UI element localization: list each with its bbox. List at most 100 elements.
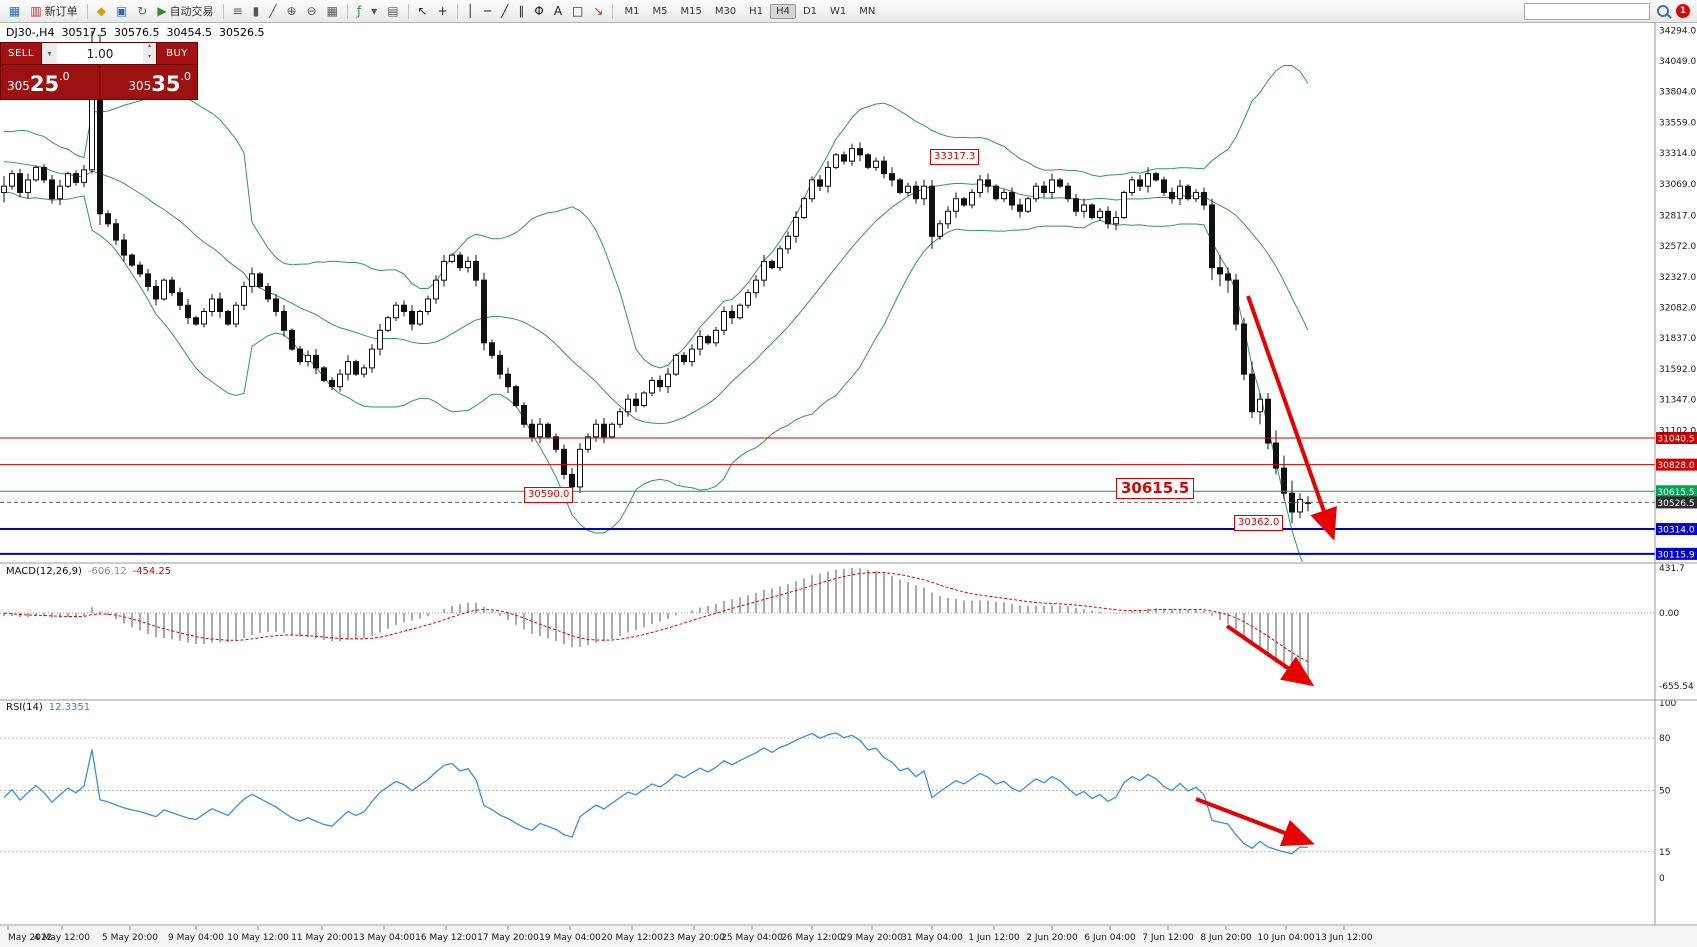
svg-text:32817.0: 32817.0	[1659, 211, 1696, 221]
toolbar-separator	[456, 3, 458, 19]
svg-text:-655.54: -655.54	[1659, 682, 1694, 692]
buy-button[interactable]: BUY	[157, 43, 197, 64]
bollinger-bands	[3, 64, 1309, 562]
price-callout-30362.0[interactable]: 30362.0	[1234, 515, 1284, 531]
horizontal-line-tool-icon: ─	[483, 4, 492, 18]
macd-signal-line	[3, 571, 1309, 663]
cursor-button[interactable]: ↖	[414, 4, 432, 18]
timeframe-m5[interactable]: M5	[652, 5, 668, 17]
timeframe-h4[interactable]: H4	[770, 3, 796, 19]
crosshair-button[interactable]: +	[434, 4, 452, 18]
timeframe-m15[interactable]: M15	[680, 5, 702, 17]
bar-open: 30517.5	[61, 26, 107, 39]
text-tool-button[interactable]: A	[550, 4, 566, 18]
timeframe-d1[interactable]: D1	[802, 5, 818, 17]
trend-arrow[interactable]	[1246, 295, 1337, 541]
svg-text:31040.5: 31040.5	[1657, 435, 1694, 445]
notification-badge[interactable]: 1	[1676, 4, 1690, 18]
buy-price[interactable]: 305 35.0	[98, 65, 197, 99]
trend-arrow[interactable]	[1195, 797, 1315, 847]
trend-arrow[interactable]	[1225, 624, 1315, 687]
fibonacci-tool-button[interactable]: Φ	[530, 4, 547, 18]
vertical-line-tool-button[interactable]: │	[463, 4, 478, 18]
svg-text:31347.0: 31347.0	[1659, 396, 1696, 406]
svg-text:20 May 12:00: 20 May 12:00	[601, 933, 663, 943]
svg-text:34294.0: 34294.0	[1659, 26, 1696, 36]
price-tag-30115.9	[1656, 547, 1697, 560]
svg-text:32572.0: 32572.0	[1659, 242, 1696, 252]
svg-text:8 Jun 20:00: 8 Jun 20:00	[1200, 933, 1252, 943]
zoom-out-button[interactable]: ⊖	[303, 4, 321, 18]
zoom-in-button[interactable]: ⊕	[282, 4, 300, 18]
symbol-ohlc-info: DJ30-,H4 30517.5 30576.5 30454.5 30526.5	[6, 26, 264, 39]
profiles-button[interactable]: ▣	[112, 4, 131, 18]
horizontal-line-tool-button[interactable]: ─	[480, 4, 495, 18]
candles-mode-icon: ▮	[252, 4, 260, 18]
timeframe-h1[interactable]: H1	[749, 5, 764, 17]
svg-text:10 Jun 04:00: 10 Jun 04:00	[1257, 933, 1314, 943]
autotrading-button[interactable]: ▶ 自动交易	[153, 2, 217, 20]
tile-windows-button[interactable]: ▦	[323, 4, 342, 18]
search-icon[interactable]	[1657, 5, 1669, 17]
autotrading-label: 自动交易	[169, 5, 214, 18]
refresh-button[interactable]: ↻	[133, 4, 151, 18]
svg-text:11 May 20:00: 11 May 20:00	[291, 933, 353, 943]
periods-button[interactable]: ▾	[367, 4, 381, 18]
periods-icon: ▾	[371, 4, 378, 18]
svg-text:30314.0: 30314.0	[1657, 526, 1694, 536]
svg-text:100: 100	[1659, 699, 1676, 709]
trendline-tool-button[interactable]: ╱	[497, 4, 512, 18]
svg-text:34049.0: 34049.0	[1659, 57, 1696, 67]
channel-tool-button[interactable]: ∥	[514, 4, 528, 18]
svg-text:4 May 12:00: 4 May 12:00	[34, 933, 90, 943]
price-callout-30590.0[interactable]: 30590.0	[524, 487, 574, 503]
new-order-button[interactable]: ▥ 新订单	[26, 2, 81, 20]
volume-input[interactable]: 1.00	[86, 46, 114, 61]
toolbar-separator	[222, 3, 224, 19]
rsi-indicator-label: RSI(14) 12.3351	[6, 702, 90, 713]
volume-dropdown-icon[interactable]: ▾	[42, 43, 57, 64]
cursor-icon: ↖	[417, 4, 428, 18]
price-callout-33317.3[interactable]: 33317.3	[930, 149, 980, 165]
timeframe-m1[interactable]: M1	[624, 5, 640, 17]
price-tag-30615.5	[1656, 485, 1697, 498]
svg-text:0: 0	[1659, 874, 1665, 884]
volume-stepper[interactable]: ▴ ▾	[143, 43, 156, 64]
timeframe-mn[interactable]: MN	[859, 5, 876, 17]
bollinger-lower-line	[3, 191, 1303, 562]
new-chart-icon: ▦	[9, 4, 21, 18]
new-order-icon: ▥	[30, 4, 42, 18]
svg-text:May 2022: May 2022	[8, 933, 52, 943]
toolbar-separator	[346, 3, 348, 19]
bars-mode-button[interactable]: ≡	[229, 4, 247, 18]
sell-button[interactable]: SELL	[1, 43, 41, 64]
volume-up-icon[interactable]: ▴	[147, 42, 151, 49]
svg-text:32082.0: 32082.0	[1659, 303, 1696, 313]
templates-button[interactable]: ▤	[383, 4, 402, 18]
search-input[interactable]	[1524, 2, 1650, 20]
candles-mode-button[interactable]: ▮	[249, 4, 264, 18]
new-chart-button[interactable]: ▦	[5, 4, 24, 18]
volume-down-icon[interactable]: ▾	[147, 52, 151, 60]
line-mode-button[interactable]: ╱	[265, 4, 280, 18]
price-callout-30615.5[interactable]: 30615.5	[1116, 478, 1195, 499]
svg-text:6 Jun 04:00: 6 Jun 04:00	[1084, 933, 1136, 943]
timeframe-group: M1 M5 M15 M30 H1 H4 D1 W1 MN	[618, 3, 881, 19]
timeframe-m30[interactable]: M30	[714, 5, 737, 17]
sell-price[interactable]: 305 25.0	[1, 65, 99, 99]
favorites-button[interactable]: ◆	[93, 4, 110, 18]
label-tool-button[interactable]: □	[568, 4, 587, 18]
bar-high: 30576.5	[113, 26, 160, 39]
svg-text:30115.9: 30115.9	[1657, 550, 1694, 560]
toolbar-separator	[612, 3, 614, 19]
refresh-icon: ↻	[137, 4, 148, 18]
arrows-tool-button[interactable]: ↘	[589, 4, 607, 18]
indicators-add-icon: ƒ	[356, 4, 362, 18]
timeframe-w1[interactable]: W1	[830, 5, 847, 17]
svg-text:25 May 04:00: 25 May 04:00	[721, 933, 783, 943]
svg-text:30526.5: 30526.5	[1657, 499, 1694, 509]
profiles-icon: ▣	[115, 4, 128, 18]
indicators-add-button[interactable]: ƒ	[353, 4, 365, 18]
time-axis-strip[interactable]	[0, 926, 1697, 947]
